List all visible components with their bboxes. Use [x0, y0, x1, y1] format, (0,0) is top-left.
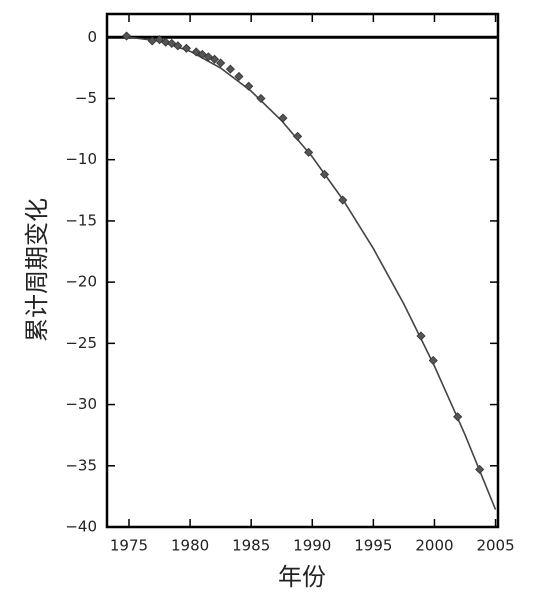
plot-frame — [105, 12, 500, 529]
data-point — [304, 147, 314, 157]
y-tick-label: −25 — [65, 334, 97, 352]
data-point — [453, 412, 463, 422]
data-point — [191, 47, 201, 57]
data-point — [181, 43, 191, 53]
y-tick-label: −5 — [75, 89, 97, 107]
curve — [128, 36, 497, 510]
y-axis-title: 累计周期变化 — [23, 198, 51, 342]
y-tick-label: −10 — [65, 150, 97, 168]
y-tick-label: −15 — [65, 211, 97, 229]
x-tick-label: 2005 — [476, 537, 514, 555]
data-point — [428, 355, 438, 366]
data-point — [319, 169, 330, 179]
y-tick-label: 0 — [87, 28, 97, 46]
y-tick-label: −35 — [65, 456, 97, 474]
data-point — [203, 52, 213, 62]
x-axis-title: 年份 — [278, 563, 326, 591]
data-point — [293, 131, 303, 141]
x-tick-label: 1975 — [110, 537, 148, 555]
data-point — [416, 331, 426, 341]
data-point — [225, 64, 235, 74]
y-tick-label: −20 — [65, 273, 97, 291]
data-point — [278, 113, 288, 123]
x-tick-label: 2000 — [415, 537, 453, 555]
data-point — [121, 31, 132, 41]
data-point — [147, 36, 157, 46]
data-point — [216, 58, 226, 68]
data-point — [161, 37, 171, 47]
data-point — [256, 93, 266, 104]
x-tick-label: 1980 — [171, 537, 209, 555]
data-point — [234, 71, 244, 82]
data-point — [475, 464, 485, 475]
data-point — [338, 195, 348, 205]
data-point — [154, 35, 165, 45]
y-tick-label: −40 — [65, 518, 97, 536]
x-tick-label: 1990 — [293, 537, 331, 555]
x-tick-label: 1985 — [232, 537, 270, 555]
data-point — [244, 81, 254, 91]
x-tick-label: 1995 — [354, 537, 392, 555]
y-tick-label: −30 — [65, 395, 97, 413]
data-point — [173, 41, 183, 51]
data-point — [209, 54, 220, 64]
